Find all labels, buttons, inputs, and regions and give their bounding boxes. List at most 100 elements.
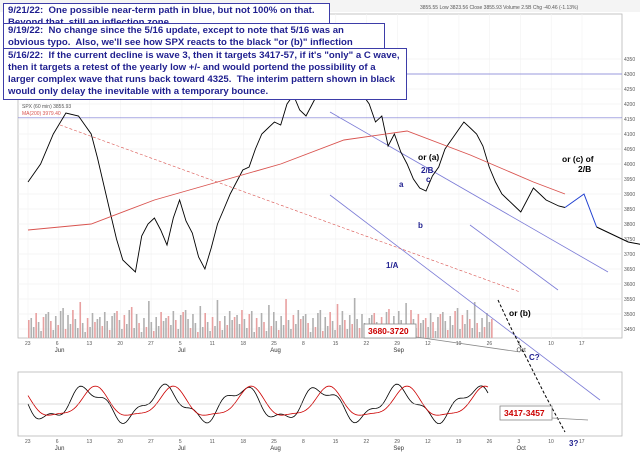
volume-bar (295, 324, 297, 338)
volume-bar (204, 313, 206, 338)
x-minor-tick-8: 25 (271, 341, 277, 347)
volume-bar (302, 316, 304, 338)
volume-bar (287, 320, 290, 338)
volume-bar (40, 331, 42, 338)
osc-x-minor-tick-3: 20 (117, 439, 123, 445)
volume-bar (486, 313, 488, 338)
osc-x-minor-tick-14: 19 (456, 439, 462, 445)
volume-bar (464, 324, 466, 338)
volume-bar (471, 328, 474, 338)
volume-bar (236, 315, 238, 338)
volume-bar (341, 311, 344, 338)
volume-bar (466, 310, 469, 338)
x-minor-tick-1: 6 (56, 341, 59, 347)
wave-label-1a: 1/A (386, 261, 399, 270)
osc-x-minor-tick-11: 22 (364, 439, 370, 445)
volume-bar (255, 318, 258, 338)
x-minor-tick-18: 17 (579, 341, 585, 347)
volume-bar (37, 322, 40, 338)
channel-mid (469, 224, 559, 291)
volume-bar (432, 322, 434, 338)
volume-bar (491, 319, 493, 338)
osc-x-minor-tick-8: 25 (271, 439, 277, 445)
volume-bar (434, 331, 437, 338)
volume-bar (336, 304, 339, 338)
x-minor-tick-4: 27 (148, 341, 154, 347)
volume-bar (206, 322, 209, 338)
x-minor-tick-6: 11 (210, 341, 215, 347)
volume-bar (111, 316, 113, 338)
volume-bar (356, 319, 358, 338)
volume-bar (59, 311, 62, 338)
y-tick-3: 4200 (624, 102, 635, 108)
volume-bar (358, 328, 361, 338)
wave-label-c-q: C? (529, 353, 540, 362)
channel-lower (329, 194, 601, 401)
volume-bar (420, 323, 422, 338)
volume-bar (175, 320, 177, 338)
volume-bar (209, 331, 211, 338)
volume-bar (270, 326, 273, 338)
volume-bar (30, 318, 33, 338)
volume-bar (214, 326, 216, 338)
target-lower: 3417-3457 (504, 408, 545, 418)
volume-bar (123, 315, 126, 338)
volume-bar (273, 312, 275, 338)
volume-bar (228, 311, 231, 338)
volume-bar (277, 330, 280, 338)
volume-bar (143, 318, 145, 338)
volume-bar (243, 319, 246, 338)
volume-bar (74, 319, 77, 338)
volume-bar (189, 328, 192, 338)
target-upper-box (363, 323, 417, 339)
volume-bar (250, 311, 253, 338)
osc-x-minor-tick-6: 11 (210, 439, 215, 445)
wave-label-or-b: or (b) (509, 308, 531, 318)
osc-x-major-tick-4: Oct (516, 446, 526, 452)
volume-bar (304, 314, 307, 338)
volume-bar (344, 320, 346, 338)
target-upper-leader (415, 336, 521, 353)
volume-bar (84, 332, 86, 338)
y-tick-4: 4150 (624, 117, 635, 123)
volume-bar (54, 316, 57, 338)
target-lower-box (499, 405, 553, 421)
volume-bar (265, 331, 268, 338)
osc-x-minor-tick-5: 5 (179, 439, 182, 445)
volume-bar (238, 324, 241, 338)
x-minor-tick-2: 13 (87, 341, 93, 347)
volume-bar (116, 311, 118, 338)
wave-label-b: b (418, 221, 423, 230)
volume-bar (160, 312, 162, 338)
volume-bar (133, 328, 135, 338)
volume-bar (334, 330, 336, 338)
osc-x-minor-tick-16: 3 (517, 439, 520, 445)
volume-bar (62, 308, 64, 338)
volume-bar (45, 314, 47, 338)
oscillator-lines (27, 383, 489, 424)
x-minor-tick-15: 26 (487, 341, 493, 347)
y-tick-0: 4350 (624, 57, 635, 63)
x-major-tick-0: Jun (55, 348, 65, 354)
volume-bar (89, 327, 91, 338)
volume-bar (145, 327, 148, 338)
x-minor-tick-3: 20 (117, 341, 123, 347)
volume-bar (405, 303, 407, 338)
volume-bar (388, 309, 390, 338)
volume-bar (216, 300, 219, 338)
volume-bar (241, 310, 243, 338)
y-tick-2: 4250 (624, 87, 635, 93)
volume-bar (221, 330, 224, 338)
volume-bar (201, 327, 204, 338)
volume-bar (182, 312, 184, 338)
volume-bar (32, 327, 35, 338)
volume-bar (179, 315, 182, 338)
y-tick-1: 4300 (624, 72, 635, 78)
volume-bar (348, 315, 351, 338)
volume-bar (224, 316, 226, 338)
volume-bar (319, 310, 322, 338)
volume-bar (86, 318, 89, 338)
volume-bar (309, 332, 312, 338)
volume-bar (439, 314, 442, 338)
y-tick-14: 3650 (624, 267, 635, 273)
